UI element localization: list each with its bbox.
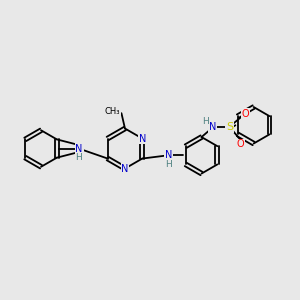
Text: O: O (237, 140, 244, 149)
Text: O: O (242, 109, 249, 119)
Text: H: H (202, 117, 209, 126)
Text: N: N (121, 164, 129, 173)
Text: S: S (226, 122, 233, 132)
Text: N: N (139, 134, 146, 143)
Text: H: H (165, 160, 172, 169)
Text: N: N (75, 144, 83, 154)
Text: CH₃: CH₃ (104, 107, 120, 116)
Text: H: H (75, 153, 82, 162)
Text: N: N (209, 122, 216, 132)
Text: N: N (165, 150, 172, 160)
